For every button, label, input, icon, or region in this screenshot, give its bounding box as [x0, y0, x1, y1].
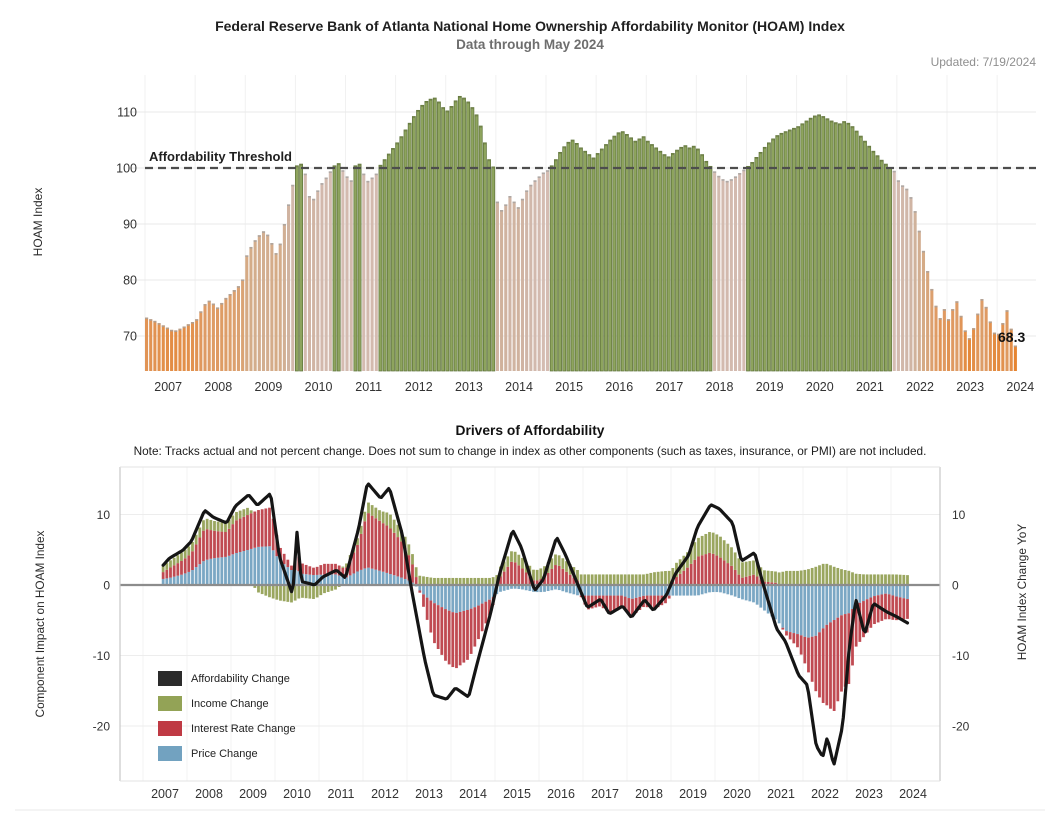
- updated-timestamp: Updated: 7/19/2024: [930, 55, 1036, 69]
- svg-text:2020: 2020: [806, 380, 834, 394]
- svg-text:2022: 2022: [906, 380, 934, 394]
- drivers-right-axis-title: HOAM Index Change YoY: [1015, 523, 1029, 661]
- svg-text:2011: 2011: [328, 787, 355, 801]
- svg-text:2024: 2024: [1006, 380, 1034, 394]
- svg-text:80: 80: [123, 274, 137, 288]
- legend-swatch: [158, 671, 182, 686]
- svg-text:2018: 2018: [635, 787, 663, 801]
- hoam-index-bars: [145, 95, 1017, 372]
- svg-text:0: 0: [952, 579, 959, 593]
- svg-text:2012: 2012: [371, 787, 399, 801]
- svg-text:2023: 2023: [956, 380, 984, 394]
- legend-label: Income Change: [191, 697, 269, 710]
- svg-text:110: 110: [117, 106, 137, 120]
- svg-text:2015: 2015: [555, 380, 583, 394]
- svg-text:-10: -10: [93, 649, 111, 663]
- svg-text:-20: -20: [93, 720, 111, 734]
- drivers-legend: Affordability Change Income Change Interes…: [158, 666, 296, 766]
- legend-item-affordability-change: Affordability Change: [158, 666, 296, 691]
- affordability-change-line: [161, 482, 910, 766]
- legend-item-income-change: Income Change: [158, 691, 296, 716]
- svg-text:2014: 2014: [505, 380, 533, 394]
- svg-text:2019: 2019: [756, 380, 784, 394]
- drivers-component-bars: [161, 502, 909, 711]
- legend-swatch: [158, 696, 182, 711]
- svg-text:2020: 2020: [723, 787, 751, 801]
- svg-text:10: 10: [952, 508, 966, 522]
- legend-label: Interest Rate Change: [191, 722, 296, 735]
- svg-text:2019: 2019: [679, 787, 707, 801]
- svg-text:10: 10: [97, 508, 111, 522]
- svg-text:-20: -20: [952, 720, 970, 734]
- svg-text:2008: 2008: [195, 787, 223, 801]
- legend-swatch: [158, 746, 182, 761]
- svg-text:70: 70: [123, 330, 137, 344]
- svg-text:2024: 2024: [899, 787, 927, 801]
- svg-text:100: 100: [116, 162, 137, 176]
- legend-label: Affordability Change: [191, 672, 290, 685]
- svg-text:-10: -10: [952, 649, 970, 663]
- svg-text:2023: 2023: [855, 787, 883, 801]
- page-subtitle: Data through May 2024: [456, 37, 604, 52]
- svg-text:2013: 2013: [455, 380, 483, 394]
- page-title: Federal Reserve Bank of Atlanta National…: [215, 18, 845, 34]
- drivers-axis-ticks: 10 10 0 0 -10 -10 -20 -20 2007 2008 2009 2010 2011 20…: [93, 508, 970, 801]
- svg-text:2014: 2014: [459, 787, 487, 801]
- legend-swatch: [158, 721, 182, 736]
- svg-text:2011: 2011: [355, 380, 382, 394]
- svg-text:2007: 2007: [154, 380, 182, 394]
- svg-text:2016: 2016: [547, 787, 575, 801]
- legend-item-price-change: Price Change: [158, 741, 296, 766]
- svg-text:2013: 2013: [415, 787, 443, 801]
- svg-text:2017: 2017: [656, 380, 684, 394]
- svg-text:2012: 2012: [405, 380, 433, 394]
- legend-item-interest-rate-change: Interest Rate Change: [158, 716, 296, 741]
- svg-text:2009: 2009: [255, 380, 283, 394]
- svg-text:2022: 2022: [811, 787, 839, 801]
- svg-text:2009: 2009: [239, 787, 267, 801]
- svg-text:2007: 2007: [151, 787, 179, 801]
- latest-value-label: 68.3: [998, 329, 1026, 345]
- drivers-chart-note: Note: Tracks actual and not percent chan…: [133, 444, 927, 458]
- svg-text:2010: 2010: [305, 380, 333, 394]
- svg-text:0: 0: [103, 579, 110, 593]
- svg-text:2015: 2015: [503, 787, 531, 801]
- affordability-threshold-label: Affordability Threshold: [149, 149, 292, 164]
- svg-text:2021: 2021: [856, 380, 884, 394]
- svg-text:2008: 2008: [204, 380, 232, 394]
- drivers-chart-title: Drivers of Affordability: [455, 423, 605, 438]
- legend-label: Price Change: [191, 747, 258, 760]
- top-chart-axis-ticks: 70 80 90 100 110 2007 2008 2009 2010 2011 2012 2013…: [116, 106, 1034, 395]
- svg-text:90: 90: [123, 218, 137, 232]
- drivers-left-axis-title: Component Impact on HOAM Index: [33, 530, 47, 718]
- svg-text:2017: 2017: [591, 787, 619, 801]
- svg-text:2010: 2010: [283, 787, 311, 801]
- svg-text:2021: 2021: [767, 787, 795, 801]
- top-chart-y-axis-title: HOAM Index: [31, 187, 45, 257]
- svg-text:2018: 2018: [706, 380, 734, 394]
- svg-text:2016: 2016: [605, 380, 633, 394]
- drivers-frame: [15, 466, 1045, 811]
